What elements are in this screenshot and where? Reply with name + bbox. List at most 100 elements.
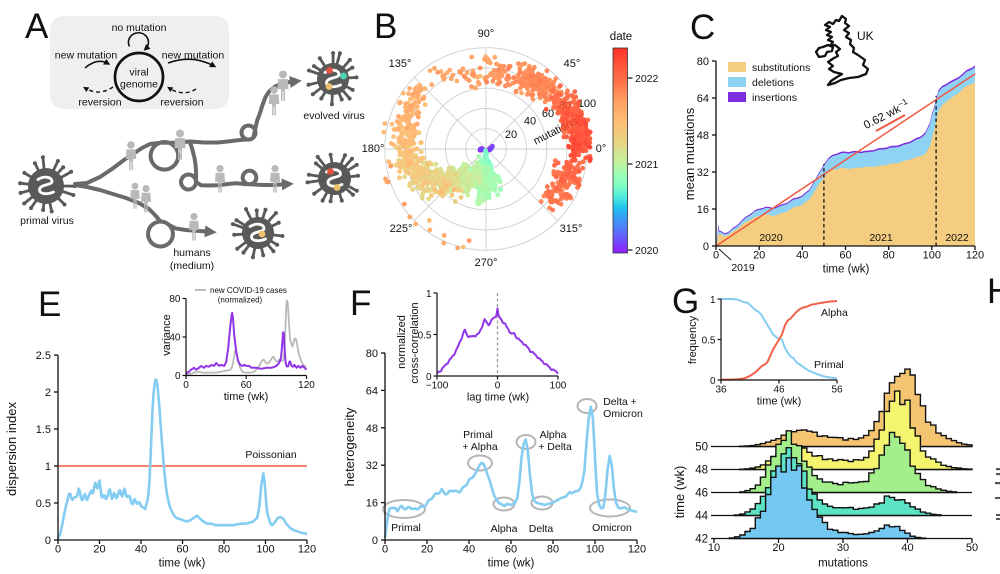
svg-text:B: B [374,7,397,46]
svg-text:Alpha: Alpha [540,429,567,441]
svg-text:variance: variance [161,314,173,356]
svg-text:dispersion index: dispersion index [4,402,19,496]
svg-text:46: 46 [773,385,785,396]
svg-text:50: 50 [966,542,978,554]
svg-text:evolved virus: evolved virus [303,110,364,122]
svg-text:new COVID-19 cases: new COVID-19 cases [210,286,287,295]
svg-text:80: 80 [169,294,181,305]
svg-text:0: 0 [382,544,388,556]
svg-text:1: 1 [710,295,716,306]
svg-text:frequency: frequency [687,315,699,364]
svg-text:(normalized): (normalized) [218,296,263,305]
svg-text:0: 0 [55,544,61,556]
svg-text:56: 56 [831,385,843,396]
svg-text:36: 36 [715,385,727,396]
svg-text:C: C [690,8,715,47]
svg-text:20: 20 [421,544,433,556]
svg-text:60: 60 [505,544,517,556]
svg-text:viral: viral [129,67,148,79]
svg-text:E: E [38,285,61,324]
svg-text:mean mutations: mean mutations [682,107,697,200]
svg-text:48: 48 [695,465,708,477]
svg-text:time (wk): time (wk) [488,558,535,570]
svg-text:time (wk): time (wk) [757,396,802,408]
svg-text:date: date [610,31,632,43]
svg-text:64: 64 [366,385,378,397]
svg-text:primal virus: primal virus [20,215,74,227]
svg-text:Alpha: Alpha [491,523,518,535]
svg-text:lag time (wk): lag time (wk) [467,392,529,404]
svg-text:60: 60 [176,544,188,556]
svg-text:80: 80 [547,544,559,556]
svg-text:60: 60 [241,380,253,391]
svg-text:2020: 2020 [635,245,659,257]
svg-text:0: 0 [710,376,716,387]
svg-text:100: 100 [578,98,596,110]
svg-text:100: 100 [586,544,604,556]
svg-text:270°: 270° [475,257,498,269]
svg-text:new mutation: new mutation [162,50,225,62]
svg-text:time (wk): time (wk) [672,466,687,519]
svg-text:genome: genome [120,79,158,91]
svg-text:44: 44 [695,511,708,523]
svg-text:UK: UK [857,29,874,43]
svg-text:48: 48 [697,130,709,142]
svg-text:0: 0 [703,241,709,253]
svg-text:1: 1 [426,289,432,300]
svg-text:120: 120 [298,380,315,391]
svg-text:substitutions: substitutions [752,62,810,74]
svg-text:42: 42 [695,534,708,546]
svg-text:2019: 2019 [731,262,755,274]
svg-text:insertions: insertions [752,92,797,104]
svg-text:80: 80 [697,56,709,68]
svg-text:315°: 315° [560,223,583,235]
svg-text:40: 40 [135,544,147,556]
svg-text:0.5: 0.5 [36,498,51,510]
svg-text:64: 64 [697,93,709,105]
svg-text:40: 40 [524,116,536,128]
svg-text:2021: 2021 [635,159,659,171]
svg-text:30: 30 [837,542,849,554]
svg-text:0: 0 [45,535,51,547]
svg-text:−100: −100 [426,381,449,392]
svg-text:100: 100 [550,381,567,392]
svg-text:2021: 2021 [869,232,893,244]
svg-text:H: H [987,272,1000,311]
svg-text:normalized: normalized [396,315,408,369]
svg-text:heterogeneity: heterogeneity [342,407,357,486]
svg-text:0.5: 0.5 [418,331,432,342]
svg-text:time (wk): time (wk) [224,391,269,403]
svg-text:mutations: mutations [818,558,868,570]
svg-text:100: 100 [256,544,274,556]
svg-text:32: 32 [697,167,709,179]
svg-text:32: 32 [366,460,378,472]
svg-text:0: 0 [713,250,719,262]
svg-text:G: G [672,282,699,321]
svg-text:16: 16 [366,498,378,510]
svg-text:0: 0 [426,372,432,383]
svg-text:+ Alpha: + Alpha [462,441,497,453]
svg-text:60: 60 [839,250,851,262]
svg-text:10: 10 [708,542,720,554]
svg-text:100: 100 [923,250,941,262]
svg-text:A: A [25,7,49,46]
svg-text:Delta: Delta [529,523,554,535]
svg-text:20: 20 [772,542,784,554]
svg-text:45°: 45° [564,58,581,70]
svg-text:20: 20 [753,250,765,262]
svg-text:90°: 90° [478,28,495,40]
svg-text:humans: humans [173,247,210,259]
svg-text:Poissonian: Poissonian [245,449,297,461]
svg-text:50: 50 [695,442,708,454]
svg-text:46: 46 [695,488,708,500]
svg-text:time (wk): time (wk) [159,558,206,570]
svg-text:120: 120 [628,544,646,556]
svg-text:cross-correlation: cross-correlation [409,302,421,383]
svg-text:120: 120 [966,250,984,262]
svg-text:time (wk): time (wk) [823,264,870,276]
svg-text:1: 1 [45,461,51,473]
svg-text:0: 0 [175,371,181,382]
svg-text:new mutation: new mutation [55,50,118,62]
svg-text:Alpha: Alpha [821,307,848,319]
svg-text:80: 80 [366,348,378,360]
